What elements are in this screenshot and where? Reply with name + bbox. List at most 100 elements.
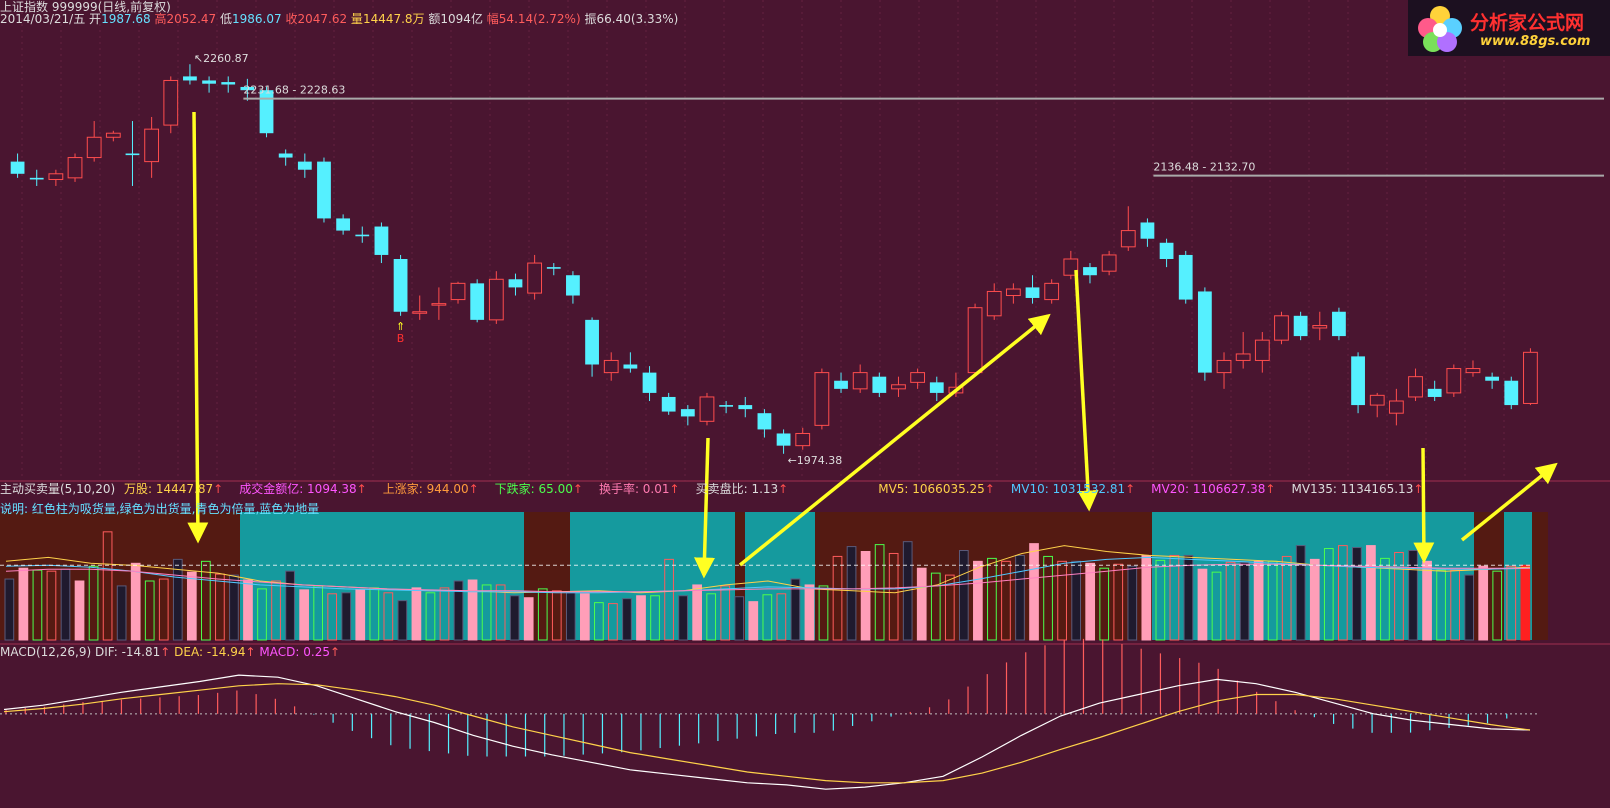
- volume-bar: [1464, 574, 1475, 641]
- candle: [1351, 352, 1365, 414]
- volume-bar: [1295, 545, 1306, 641]
- yellow-arrow: [187, 111, 209, 544]
- candle-body: [1427, 388, 1442, 397]
- vol-item-value: 65.00: [538, 482, 573, 496]
- candle-body: [450, 282, 466, 301]
- volume-bar: [1337, 545, 1348, 641]
- candle: [1235, 332, 1251, 369]
- vol-item-value: 1106627.38: [1192, 482, 1266, 496]
- volume-bar: [706, 593, 717, 641]
- volume-bar: [299, 589, 309, 641]
- candle: [144, 116, 160, 178]
- candle-body: [86, 136, 102, 159]
- candle: [105, 130, 121, 142]
- yellow-arrow: [1074, 269, 1099, 512]
- volume-bar: [243, 579, 253, 641]
- candle: [719, 401, 734, 414]
- candle-body: [1140, 222, 1155, 239]
- dea-line: [3, 683, 1531, 784]
- vol-item-4: 换手率: 0.01↑: [598, 482, 680, 496]
- candle-body: [872, 376, 887, 393]
- candle-body: [699, 396, 715, 422]
- candle: [1120, 206, 1136, 251]
- candle-body: [488, 278, 504, 321]
- candle-body: [355, 234, 370, 237]
- volume-bar: [327, 593, 338, 641]
- candle: [412, 295, 428, 320]
- candle: [470, 279, 485, 323]
- candle: [393, 254, 408, 316]
- candle-body: [527, 262, 543, 294]
- volume-bar: [1352, 547, 1362, 641]
- candle-body: [336, 218, 351, 231]
- candle: [1293, 311, 1308, 341]
- candle-body: [852, 372, 868, 390]
- dif-value: -14.81: [121, 645, 161, 659]
- candle-body: [834, 380, 848, 389]
- vol-item-9: MV135: 1134165.13↑: [1291, 482, 1424, 496]
- volume-bar: [1169, 554, 1180, 641]
- volume-bar: [467, 579, 478, 641]
- vol-item-7: MV10: 1031532.81↑: [1010, 482, 1136, 496]
- candle-body: [1293, 315, 1308, 337]
- flower-icon: [1418, 6, 1462, 52]
- candle-body: [1465, 368, 1481, 374]
- candle: [1465, 360, 1481, 377]
- candle: [661, 392, 676, 415]
- volume-bar: [944, 574, 955, 641]
- candle: [603, 352, 619, 381]
- candle: [910, 368, 926, 389]
- volume-bar: [1253, 560, 1264, 641]
- macd-series: [0, 638, 1540, 790]
- volume-bar: [692, 584, 703, 641]
- candle-body: [1216, 359, 1232, 374]
- vol-item-8: MV20: 1106627.38↑: [1151, 482, 1276, 496]
- candle-body: [412, 311, 428, 314]
- volume-bar: [1001, 560, 1011, 641]
- volume-bar: [271, 580, 281, 641]
- candle-body: [603, 359, 619, 374]
- vol-item-1: 成交金额亿: 1094.38↑: [239, 482, 367, 496]
- candle: [240, 78, 255, 101]
- candle-body: [910, 372, 926, 383]
- candle: [48, 169, 64, 186]
- grid-lines: [21, 0, 1505, 481]
- site-logo: 分析家公式网 www.88gs.com: [1408, 0, 1610, 56]
- buy-signal-label: B: [397, 332, 405, 345]
- volume-bar: [116, 585, 127, 641]
- candle: [297, 153, 312, 178]
- candle: [1025, 275, 1040, 304]
- volume-bar: [481, 584, 492, 641]
- volume-bar: [1099, 567, 1110, 641]
- volume-bar: [1071, 560, 1081, 641]
- signal-arrows: [187, 111, 1558, 579]
- volume-bar: [1323, 548, 1334, 641]
- volume-series: [0, 512, 1548, 641]
- volume-bar: [594, 602, 604, 641]
- volume-bar: [172, 558, 183, 641]
- vol-item-value: 14447.87: [155, 482, 214, 496]
- vol-item-6: MV5: 1066035.25↑: [878, 482, 995, 496]
- candle: [776, 429, 791, 454]
- candle-body: [393, 259, 408, 312]
- volume-bar: [1155, 559, 1166, 641]
- candle: [259, 86, 274, 138]
- candle: [1388, 388, 1404, 426]
- candle: [450, 281, 466, 304]
- candle-body: [105, 132, 121, 138]
- change-value: 54.14(2.72%): [498, 12, 581, 26]
- volume-bar: [818, 585, 829, 641]
- volume-bar: [4, 578, 15, 641]
- candle-body: [757, 413, 772, 430]
- candle-body: [1120, 230, 1136, 248]
- volume-value: 14447.8万: [362, 12, 425, 26]
- volume-bar: [144, 580, 155, 641]
- volume-zone: [240, 512, 524, 640]
- candle-body: [470, 283, 485, 320]
- candle-body: [1101, 254, 1117, 272]
- candle: [1254, 332, 1270, 373]
- candle: [163, 76, 179, 134]
- candle: [336, 214, 351, 235]
- vol-item-value: 1.13: [751, 482, 779, 496]
- volume-bar: [397, 600, 408, 641]
